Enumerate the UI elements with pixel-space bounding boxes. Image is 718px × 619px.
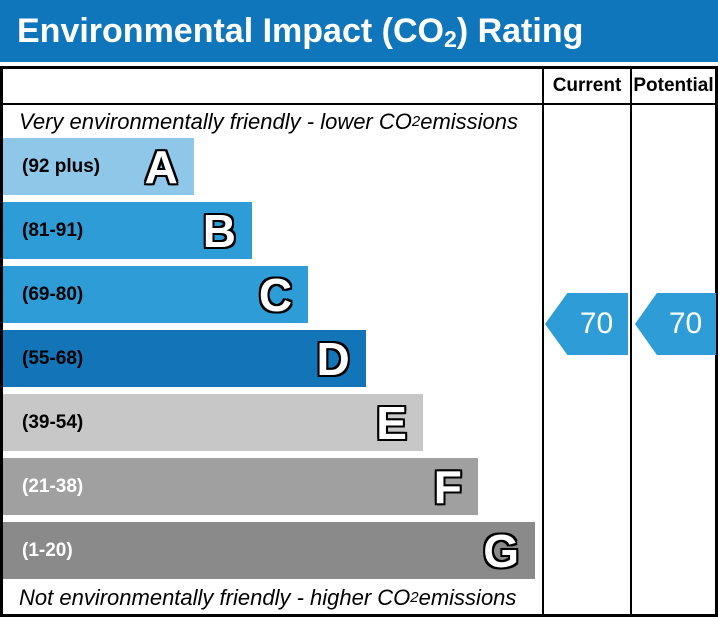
band-range-label: (1-20) — [22, 539, 73, 561]
band-letter: C — [258, 268, 293, 321]
column-divider-current — [542, 69, 544, 614]
band-range-label: (92 plus) — [22, 155, 101, 177]
band-letter: D — [316, 332, 350, 385]
band-range-label: (81-91) — [22, 219, 84, 241]
band-row-b: (81-91) B — [3, 202, 253, 259]
current-rating-value: 70 — [579, 307, 614, 340]
potential-rating-arrow: 70 — [635, 293, 716, 355]
page-title: Environmental Impact (CO2) Rating — [17, 11, 584, 52]
band-range-label: (21-38) — [22, 475, 84, 497]
title-bar: Environmental Impact (CO2) Rating — [0, 0, 718, 62]
current-rating-arrow: 70 — [545, 293, 628, 355]
band-range-label: (39-54) — [22, 411, 84, 433]
potential-column-header: Potential — [633, 75, 714, 96]
band-letter: E — [376, 396, 407, 449]
rating-bands: (92 plus) A (81-91) B (69-80) C (55-68) … — [3, 138, 542, 586]
band-row-f: (21-38) F — [3, 458, 478, 515]
top-caption: Very environmentally friendly - lower CO… — [19, 108, 519, 134]
rating-table: Current Potential Very environmentally f… — [0, 66, 718, 617]
column-divider-potential — [630, 69, 632, 614]
potential-rating-value: 70 — [668, 307, 703, 340]
band-letter: G — [483, 524, 519, 577]
band-row-e: (39-54) E — [3, 394, 423, 451]
band-range-label: (55-68) — [22, 347, 84, 369]
band-letter: F — [433, 460, 462, 513]
band-letter: A — [144, 140, 178, 193]
band-row-d: (55-68) D — [3, 330, 366, 387]
band-row-c: (69-80) C — [3, 266, 309, 323]
band-row-g: (1-20) G — [3, 522, 535, 579]
bottom-caption: Not environmentally friendly - higher CO… — [19, 584, 517, 610]
band-row-a: (92 plus) A — [3, 138, 194, 195]
band-letter: B — [202, 204, 237, 257]
table-header-row: Current Potential — [3, 69, 715, 105]
current-column-header: Current — [552, 75, 622, 96]
band-range-label: (69-80) — [22, 283, 84, 305]
